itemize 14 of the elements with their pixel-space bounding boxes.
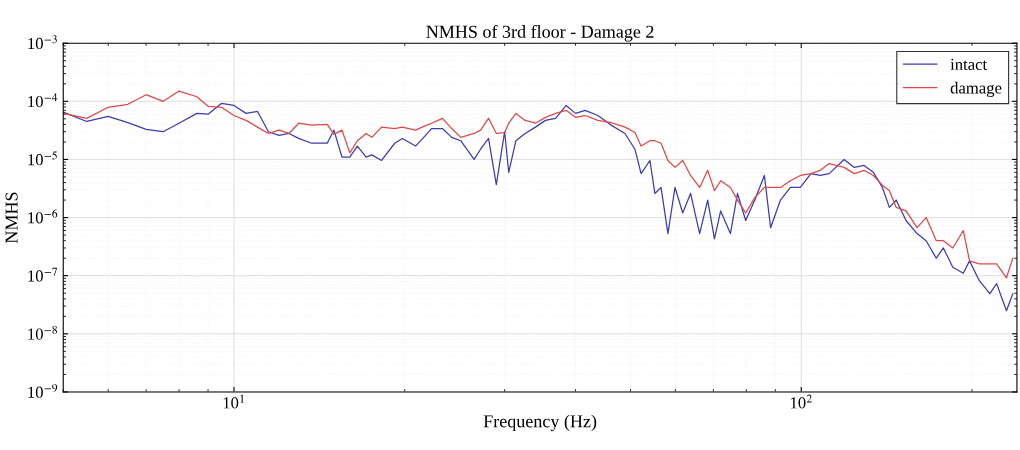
chart-title: NMHS of 3rd floor - Damage 2 — [426, 24, 654, 42]
y-tick-label: 10$^{−7}$ — [28, 267, 58, 282]
y-tick-label: 10$^{−3}$ — [28, 35, 57, 50]
legend-label: intact — [950, 58, 988, 71]
legend-label: damage — [950, 81, 1002, 98]
y-axis-title: NMHS — [5, 192, 18, 244]
y-tick-label: 10$^{−5}$ — [28, 151, 57, 166]
y-tick-label: 10$^{−4}$ — [28, 93, 58, 108]
y-tick-label: 10$^{−9}$ — [28, 383, 58, 398]
y-tick-label: 10$^{−8}$ — [28, 325, 57, 340]
y-tick-label: 10$^{−6}$ — [28, 209, 58, 224]
x-tick-label: 10$^{2}$ — [790, 394, 812, 409]
x-axis-title: Frequency (Hz) — [483, 414, 597, 432]
x-tick-label: 10$^{1}$ — [223, 394, 244, 409]
